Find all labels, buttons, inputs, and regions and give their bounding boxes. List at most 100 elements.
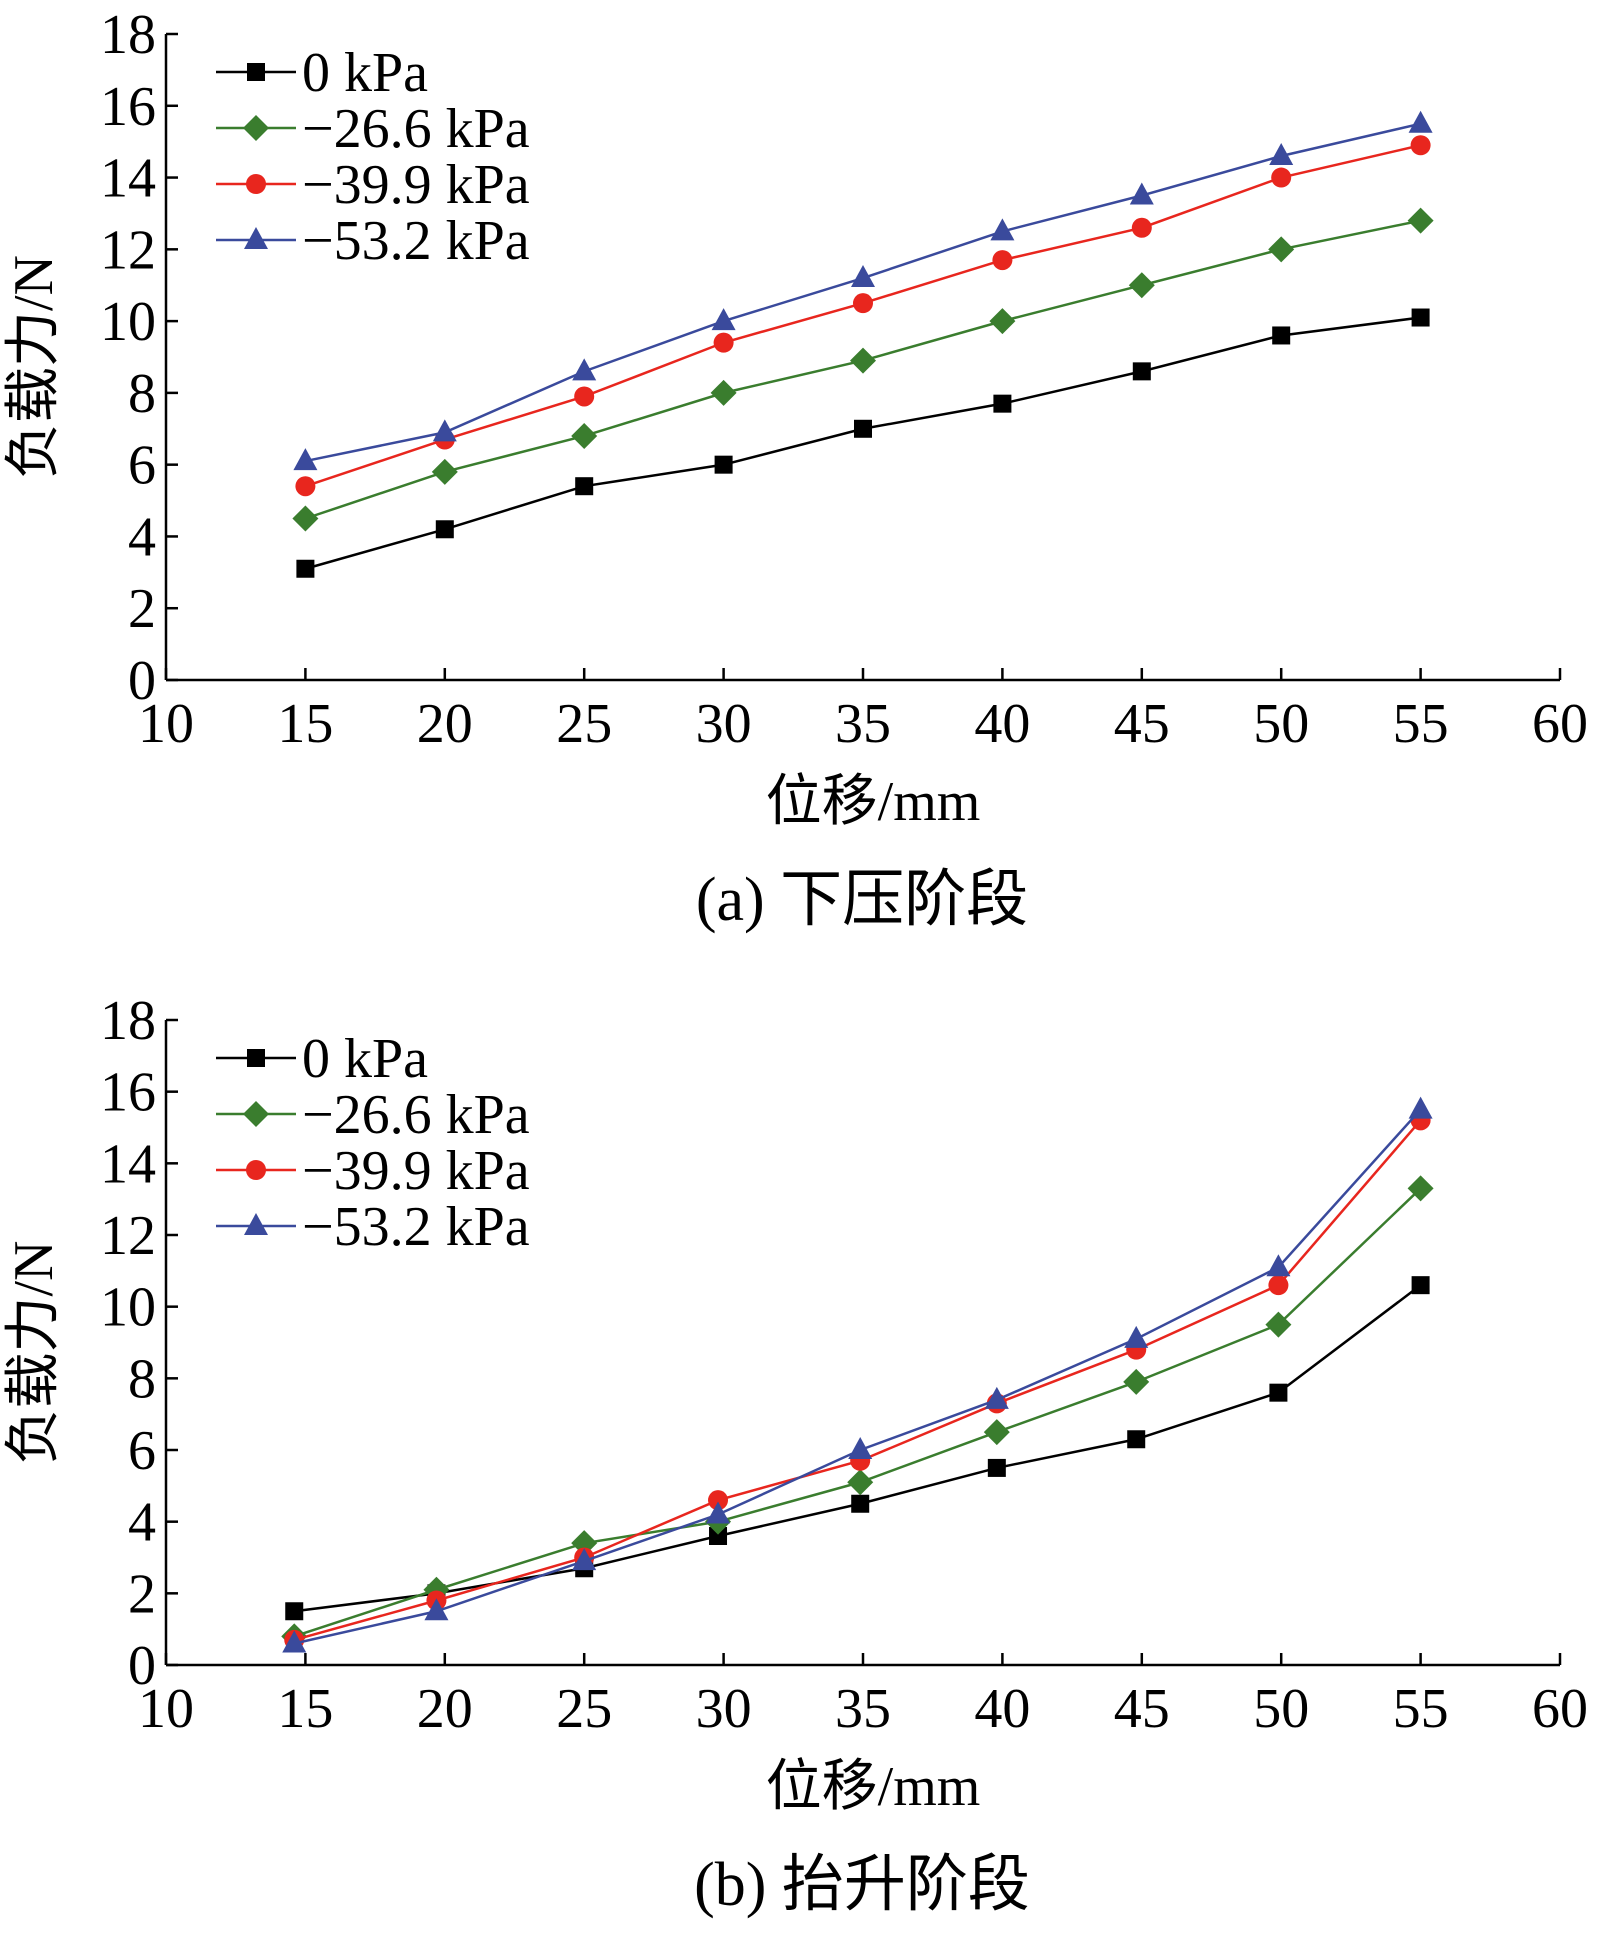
y-tick-label: 2	[128, 578, 156, 640]
data-point	[1265, 1311, 1292, 1338]
y-tick-label: 14	[100, 148, 156, 210]
legend-label: −39.9 kPa	[302, 1140, 530, 1202]
data-point	[1271, 167, 1292, 188]
y-tick-label: 18	[100, 4, 156, 66]
x-tick-label: 30	[696, 693, 752, 755]
data-point	[993, 394, 1012, 413]
x-axis-label: 位移/mm	[766, 771, 981, 833]
data-point	[1269, 143, 1294, 166]
data-point	[575, 477, 594, 496]
data-point	[1272, 326, 1291, 345]
legend-marker	[247, 1049, 265, 1067]
data-point	[431, 458, 458, 485]
data-point	[848, 1437, 873, 1459]
y-tick-label: 6	[128, 435, 156, 497]
panel-caption: (b) 抬升阶段	[694, 1851, 1030, 1919]
y-tick-label: 8	[128, 1348, 156, 1410]
x-tick-label: 15	[277, 693, 333, 755]
data-point	[1123, 1368, 1150, 1395]
data-point	[295, 476, 316, 497]
legend-label: −53.2 kPa	[302, 210, 530, 272]
x-tick-label: 40	[974, 693, 1030, 755]
y-tick-label: 4	[128, 1492, 156, 1554]
data-point	[1407, 1175, 1434, 1202]
data-point	[711, 308, 736, 331]
data-point	[574, 386, 595, 407]
legend-label: −26.6 kPa	[302, 1084, 530, 1146]
x-tick-label: 20	[417, 1678, 473, 1740]
x-tick-label: 35	[835, 1678, 891, 1740]
y-tick-label: 12	[100, 219, 156, 281]
y-tick-label: 12	[100, 1205, 156, 1267]
legend-marker	[243, 115, 269, 141]
data-point	[282, 1630, 307, 1653]
data-point	[714, 455, 733, 474]
legend-marker	[246, 1160, 266, 1180]
data-point	[851, 265, 875, 288]
data-point	[987, 1458, 1006, 1477]
x-tick-label: 10	[138, 693, 194, 755]
chart-panel-b: 0 2 4 6 8 10 12 14 16 18 10 15 20 25 30 35 40 45 50 55 60 位移/…	[3, 990, 1588, 1919]
data-point	[1411, 308, 1430, 327]
data-point	[572, 358, 597, 381]
data-point	[1269, 1383, 1288, 1402]
data-point	[1268, 236, 1295, 263]
data-point	[984, 1386, 1009, 1409]
data-point	[571, 1530, 598, 1557]
data-point	[847, 1469, 874, 1496]
data-point	[1408, 110, 1433, 133]
x-tick-label: 10	[138, 1678, 194, 1740]
data-point	[1124, 1325, 1149, 1348]
x-tick-label: 55	[1393, 693, 1449, 755]
chart-panel-a: 0 2 4 6 8 10 12 14 16 18 10 15 20 25 30 35 40 45 50 55 60 位移/…	[3, 4, 1588, 934]
data-point	[1132, 362, 1151, 381]
data-point	[853, 293, 873, 314]
data-point	[432, 419, 457, 442]
x-tick-label: 30	[696, 1678, 752, 1740]
y-tick-label: 6	[128, 1420, 156, 1482]
legend-label: −26.6 kPa	[302, 98, 530, 160]
x-tick-label: 35	[835, 693, 891, 755]
x-tick-label: 60	[1532, 693, 1588, 755]
legend-label: −53.2 kPa	[302, 1196, 530, 1258]
data-point	[1411, 1276, 1430, 1295]
y-tick-label: 0	[128, 1635, 156, 1697]
legend-marker	[246, 174, 266, 194]
y-tick-label: 16	[100, 76, 156, 138]
legend-label: 0 kPa	[302, 42, 428, 104]
legend-marker	[244, 227, 268, 249]
data-point	[285, 1602, 304, 1621]
x-tick-label: 55	[1393, 1678, 1449, 1740]
legend-marker	[243, 1101, 269, 1127]
y-tick-label: 14	[100, 1133, 156, 1195]
y-axis-label: 负载力/N	[3, 255, 65, 479]
data-point	[293, 448, 318, 471]
y-tick-label: 10	[100, 1277, 156, 1339]
data-point	[571, 422, 598, 449]
y-tick-label: 2	[128, 1563, 156, 1625]
data-point	[435, 520, 454, 539]
data-point	[1407, 207, 1434, 234]
y-tick-label: 0	[128, 650, 156, 712]
data-point	[1268, 1275, 1289, 1296]
x-tick-label: 20	[417, 693, 473, 755]
data-point	[706, 1501, 731, 1524]
data-point	[990, 218, 1015, 241]
data-point	[1408, 1096, 1433, 1119]
y-tick-label: 18	[100, 990, 156, 1052]
x-tick-label: 50	[1253, 1678, 1309, 1740]
x-tick-label: 25	[556, 693, 612, 755]
y-tick-label: 16	[100, 1062, 156, 1124]
data-point	[851, 1494, 870, 1513]
data-point	[572, 1548, 597, 1571]
y-tick-label: 8	[128, 363, 156, 425]
x-tick-label: 40	[974, 1678, 1030, 1740]
data-point	[713, 332, 734, 353]
legend-marker	[244, 1213, 268, 1235]
data-point	[1127, 1430, 1146, 1449]
data-point	[1131, 217, 1152, 238]
y-tick-label: 4	[128, 506, 156, 568]
data-point	[709, 1527, 728, 1545]
legend-marker	[247, 63, 265, 81]
